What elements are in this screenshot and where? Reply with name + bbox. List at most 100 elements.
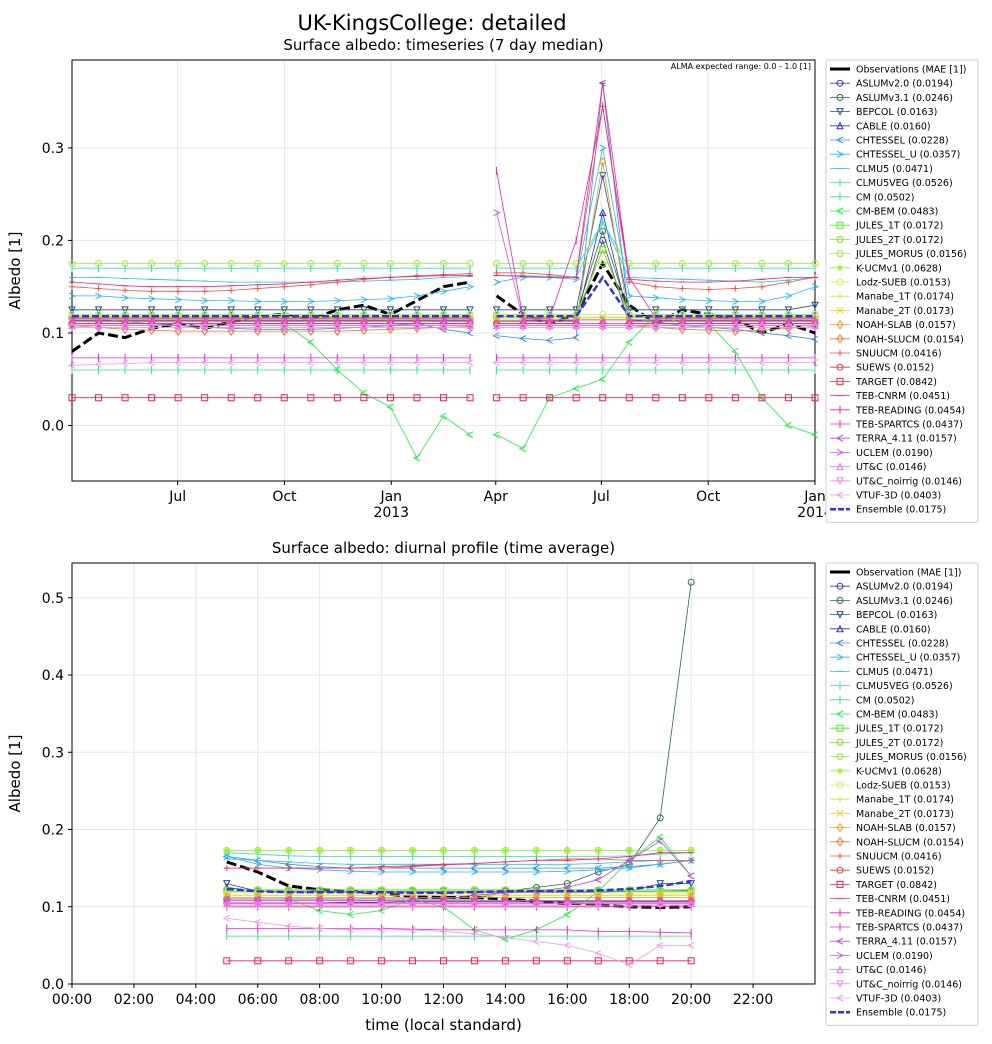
legend-item: Lodz-SUEB (0.0153)	[830, 278, 951, 289]
data-point	[572, 359, 580, 367]
data-point	[652, 260, 660, 268]
legend-marker	[836, 753, 844, 761]
data-point	[470, 930, 478, 938]
data-point	[284, 901, 293, 910]
legend-item: CHTESSEL (0.0228)	[830, 136, 949, 147]
data-point	[732, 316, 740, 324]
plot-frame	[71, 562, 816, 985]
data-point	[572, 316, 581, 324]
legend-label: SUEWS (0.0152)	[856, 363, 934, 374]
data-point	[360, 276, 367, 283]
data-point	[408, 901, 417, 910]
legend-label: JULES_MORUS (0.0156)	[855, 249, 967, 260]
y-tick-label: 0.2	[42, 823, 64, 839]
data-point	[625, 338, 633, 346]
data-point	[731, 394, 739, 402]
legend-marker	[836, 150, 845, 158]
data-point	[810, 359, 819, 367]
data-point	[377, 907, 385, 915]
data-point	[811, 316, 820, 324]
data-point	[254, 298, 262, 305]
data-point	[68, 260, 76, 268]
legend-item: UT&C_noirrig (0.0146)	[830, 979, 962, 990]
range-annotation: ALMA expected range: 0.0 - 1.0 [1]	[671, 62, 811, 71]
data-point	[228, 287, 235, 294]
data-point	[333, 260, 341, 268]
series-k-ucmv1	[223, 847, 695, 854]
legend-marker	[836, 582, 844, 590]
legend-marker	[837, 853, 843, 859]
legend-marker	[836, 477, 844, 485]
data-point	[386, 260, 394, 268]
data-point	[758, 306, 766, 314]
data-point	[594, 876, 602, 884]
data-point	[626, 316, 634, 324]
data-point	[465, 359, 474, 367]
data-point	[386, 394, 394, 402]
data-point	[95, 260, 103, 268]
data-point	[492, 323, 501, 332]
data-point	[810, 431, 819, 439]
legend-label: JULES_2T (0.0172)	[855, 235, 943, 246]
data-point	[439, 359, 447, 367]
data-point	[758, 316, 767, 324]
data-point	[174, 316, 183, 324]
legend-label: NOAH-SLAB (0.0157)	[856, 320, 956, 331]
legend-item: K-UCMv1 (0.0628)	[830, 263, 942, 274]
legend-item: Manabe_1T (0.0174)	[830, 795, 954, 806]
data-point	[95, 394, 103, 402]
data-point	[785, 279, 792, 286]
data-point	[121, 316, 130, 324]
data-point	[785, 316, 793, 324]
series-line	[72, 286, 471, 302]
data-point	[148, 394, 156, 402]
data-point	[253, 306, 262, 314]
data-point	[546, 316, 554, 324]
data-point	[386, 323, 395, 332]
data-point	[254, 847, 261, 854]
data-point	[651, 323, 660, 332]
data-point	[95, 292, 103, 300]
data-point	[346, 901, 355, 910]
data-point	[492, 306, 501, 314]
data-point	[572, 306, 580, 314]
data-point	[306, 359, 315, 367]
series-line	[496, 275, 815, 318]
data-point	[413, 316, 422, 324]
data-point	[281, 283, 288, 290]
data-point	[466, 283, 475, 291]
legend-label: UCLEM (0.0190)	[856, 951, 933, 962]
data-point	[784, 323, 793, 332]
x-tick-label: 18:00	[609, 992, 649, 1008]
legend-marker	[835, 136, 844, 144]
data-point	[147, 359, 155, 367]
data-point	[174, 394, 182, 402]
data-point	[95, 285, 102, 292]
data-point	[346, 911, 354, 918]
data-point	[811, 283, 820, 291]
data-point	[652, 316, 660, 324]
series-line	[226, 856, 692, 873]
data-point	[68, 321, 76, 330]
legend-label: BEPCOL (0.0163)	[856, 107, 937, 118]
data-point	[598, 321, 607, 330]
panel-title: Surface albedo: diurnal profile (time av…	[272, 539, 615, 557]
data-point	[563, 901, 572, 910]
data-point	[377, 926, 385, 934]
data-point	[546, 271, 553, 278]
data-point	[440, 847, 447, 854]
legend-marker	[836, 653, 845, 661]
data-point	[595, 866, 603, 874]
legend-label: UT&C_noirrig (0.0146)	[856, 476, 962, 487]
series-line	[71, 275, 470, 288]
legend-label: NOAH-SLAB (0.0157)	[856, 823, 956, 834]
x-tick-label: 06:00	[238, 992, 278, 1008]
legend-item: TERRA_4.11 (0.0157)	[830, 434, 957, 445]
data-point	[201, 394, 209, 402]
legend-label: CHTESSEL (0.0228)	[856, 639, 949, 650]
data-point	[334, 297, 342, 305]
data-point	[532, 864, 540, 872]
legend-marker	[836, 319, 844, 330]
data-point	[563, 957, 571, 965]
legend-item: NOAH-SLUCM (0.0154)	[830, 333, 964, 345]
